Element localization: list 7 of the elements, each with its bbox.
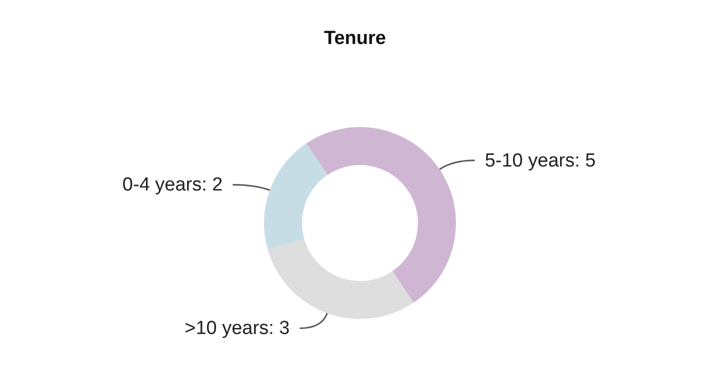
donut-slice (268, 238, 414, 319)
chart-title: Tenure (323, 28, 387, 50)
slice-label: 5-10 years: 5 (484, 150, 596, 172)
slice-label: >10 years: 3 (184, 318, 290, 340)
donut-slice (264, 143, 328, 250)
slice-label: 0-4 years: 2 (122, 174, 223, 196)
donut-slice (306, 127, 456, 303)
